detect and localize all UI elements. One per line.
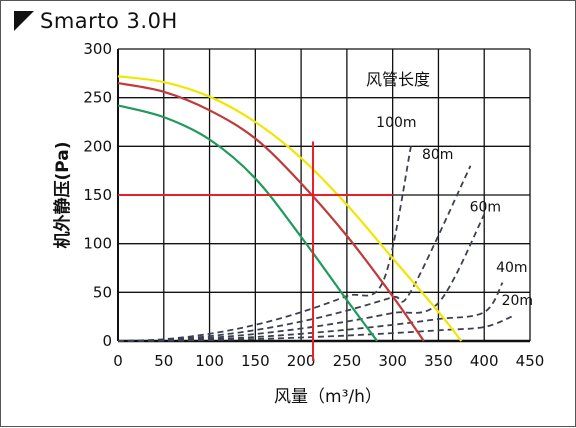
y-axis-label: 机外静压(Pa) (52, 141, 73, 248)
duct-curve-40m (117, 282, 504, 342)
y-tick-label: 300 (83, 40, 112, 58)
x-tick-label: 0 (113, 352, 123, 370)
duct-label-40m: 40m (496, 260, 527, 276)
y-tick-label: 150 (83, 186, 112, 204)
x-tick-label: 200 (287, 352, 316, 370)
x-tick-label: 150 (241, 352, 270, 370)
duct-curve-20m (117, 315, 513, 342)
x-tick-label: 300 (378, 352, 407, 370)
y-tick-label: 200 (83, 137, 112, 155)
x-tick-label: 350 (424, 352, 453, 370)
chart-title: Smarto 3.0H (40, 9, 178, 33)
duct-label-60m: 60m (470, 200, 501, 216)
fan-curve-1 (117, 75, 463, 342)
x-tick-label: 100 (195, 352, 224, 370)
fan-curve-2 (117, 81, 425, 342)
x-axis-label: 风量（m³/h） (274, 387, 382, 407)
x-tick-label: 400 (470, 352, 499, 370)
x-tick-label: 250 (333, 352, 362, 370)
y-tick-label: 50 (93, 283, 112, 301)
fan-curve-3 (117, 104, 378, 342)
x-tick-label: 50 (154, 352, 173, 370)
duct-label-80m: 80m (422, 147, 453, 163)
title-marker-icon (14, 11, 34, 31)
duct-label-20m: 20m (502, 293, 533, 309)
y-tick-label: 100 (83, 235, 112, 253)
x-tick-label: 450 (516, 352, 545, 370)
duct-curve-80m (117, 165, 472, 342)
y-tick-label: 250 (83, 89, 112, 107)
chart-header: Smarto 3.0H (14, 6, 178, 36)
duct-length-title: 风管长度 (366, 70, 430, 89)
y-tick-label: 0 (102, 332, 112, 350)
duct-label-100m: 100m (376, 115, 416, 131)
